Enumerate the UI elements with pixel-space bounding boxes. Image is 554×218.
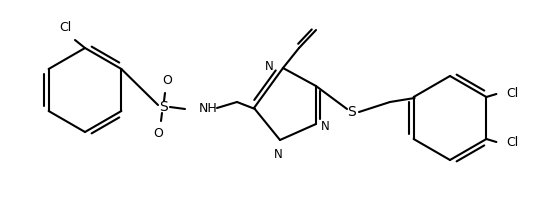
Text: Cl: Cl (506, 136, 519, 148)
Text: S: S (158, 100, 167, 114)
Text: Cl: Cl (506, 87, 519, 100)
Text: NH: NH (199, 102, 218, 116)
Text: N: N (321, 119, 330, 133)
Text: O: O (153, 127, 163, 140)
Text: N: N (265, 61, 274, 73)
Text: N: N (274, 148, 283, 161)
Text: Cl: Cl (59, 21, 71, 34)
Text: O: O (162, 74, 172, 87)
Text: S: S (347, 105, 356, 119)
